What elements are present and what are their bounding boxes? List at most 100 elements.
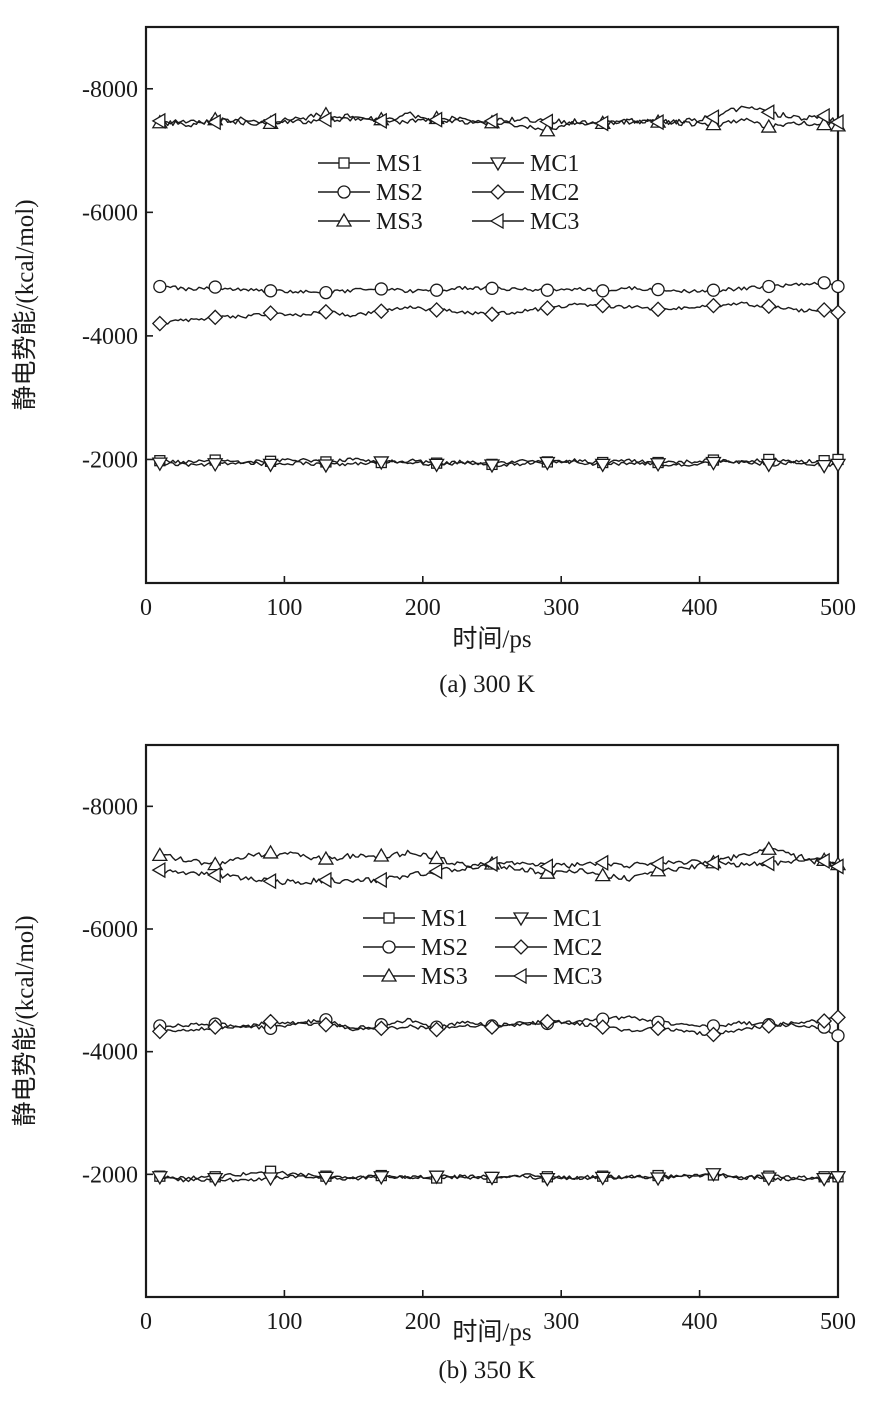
legend-item-mc1: MC1 <box>495 906 602 932</box>
data-point-marker <box>705 854 720 871</box>
legend-marker <box>512 967 527 985</box>
data-point-marker <box>831 1029 845 1043</box>
data-point-marker <box>705 456 722 471</box>
data-point-marker <box>815 107 830 125</box>
data-point-marker <box>373 456 390 471</box>
x-tick-label: 200 <box>405 595 441 621</box>
data-point-marker <box>594 297 611 314</box>
y-tick-label: -8000 <box>82 77 138 103</box>
legend-marker <box>489 212 504 230</box>
data-point-marker <box>594 458 611 473</box>
legend-marker <box>382 940 396 954</box>
data-point-marker <box>539 122 556 137</box>
legend-item-ms2: MS2 <box>363 935 468 961</box>
legend-label: MC2 <box>553 935 602 961</box>
data-point-marker <box>705 1026 722 1043</box>
data-point-marker <box>539 456 556 471</box>
series-ms2 <box>153 276 845 300</box>
data-point-marker <box>151 1023 168 1040</box>
series-mc3 <box>151 852 844 890</box>
legend-label: MC1 <box>530 151 579 177</box>
data-point-marker <box>830 304 846 321</box>
data-point-marker <box>318 303 334 320</box>
series-line <box>159 1169 839 1181</box>
legend-item-ms3: MS3 <box>363 964 468 990</box>
legend-item-ms1: MS1 <box>363 906 468 932</box>
data-point-marker <box>428 111 443 128</box>
data-point-marker <box>831 279 845 294</box>
series-mc2 <box>151 297 846 332</box>
data-point-marker <box>762 279 776 294</box>
x-tick-label: 0 <box>140 595 152 621</box>
data-point-marker <box>151 861 166 879</box>
series-mc2 <box>151 1009 846 1043</box>
data-point-marker <box>760 1017 777 1034</box>
legend-marker <box>513 939 529 955</box>
series-line <box>159 281 839 295</box>
data-point-marker <box>317 871 332 889</box>
data-point-marker <box>317 850 335 865</box>
data-point-marker <box>594 854 609 871</box>
data-point-marker <box>760 1172 777 1187</box>
data-point-marker <box>207 458 224 473</box>
y-tick-label: -6000 <box>82 200 138 226</box>
data-point-marker <box>153 279 167 294</box>
series-line <box>159 846 839 882</box>
x-tick-label: 500 <box>820 1309 856 1335</box>
data-point-marker <box>208 280 222 294</box>
data-point-marker <box>428 863 443 880</box>
data-point-marker <box>829 114 844 131</box>
legend-label: MC3 <box>553 964 602 990</box>
legend-item-mc3: MC3 <box>495 964 602 990</box>
data-point-marker <box>428 1170 445 1185</box>
legend-item-mc3: MC3 <box>472 209 579 235</box>
data-point-marker <box>817 276 831 290</box>
data-point-marker <box>151 315 168 332</box>
series-mc1 <box>151 1168 847 1187</box>
data-point-marker <box>760 855 775 872</box>
data-point-marker <box>429 283 444 297</box>
legend-item-ms3: MS3 <box>318 209 423 235</box>
data-point-marker <box>428 302 445 318</box>
data-point-marker <box>262 844 279 859</box>
data-point-marker <box>262 305 279 321</box>
legend-label: MS3 <box>376 209 423 235</box>
legend-marker <box>490 184 506 200</box>
legend-label: MS1 <box>376 151 423 177</box>
legend-label: MC1 <box>553 906 602 932</box>
legend-label: MC3 <box>530 209 579 235</box>
legend-label: MS2 <box>421 935 468 961</box>
plot-frame <box>144 25 840 585</box>
data-point-marker <box>540 283 555 297</box>
data-point-marker <box>830 1009 846 1026</box>
data-point-marker <box>816 116 833 131</box>
data-point-marker <box>829 458 847 473</box>
data-point-marker <box>207 309 224 326</box>
x-tick-label: 500 <box>820 595 856 621</box>
data-point-marker <box>650 1020 666 1037</box>
legend-item-ms2: MS2 <box>318 180 423 206</box>
data-point-marker <box>649 855 664 873</box>
y-tick-label: -4000 <box>82 1040 138 1066</box>
data-point-marker <box>539 113 554 130</box>
data-point-marker <box>816 459 833 474</box>
data-point-marker <box>539 300 556 317</box>
legend-item-mc2: MC2 <box>472 180 579 206</box>
series-mc3 <box>151 104 844 132</box>
data-point-marker <box>651 282 665 297</box>
y-tick-label: -2000 <box>82 1162 138 1188</box>
panel-caption: (b) 350 K <box>438 1357 535 1384</box>
data-point-marker <box>596 284 610 298</box>
data-point-marker <box>262 1013 279 1030</box>
legend-marker <box>380 967 398 982</box>
data-point-marker <box>483 459 501 474</box>
data-point-marker <box>483 112 498 130</box>
data-point-marker <box>317 1171 335 1186</box>
data-point-marker <box>815 852 830 870</box>
legend-item-mc1: MC1 <box>472 151 579 177</box>
data-point-marker <box>372 112 387 130</box>
data-point-marker <box>483 1171 501 1186</box>
data-point-marker <box>317 459 335 474</box>
